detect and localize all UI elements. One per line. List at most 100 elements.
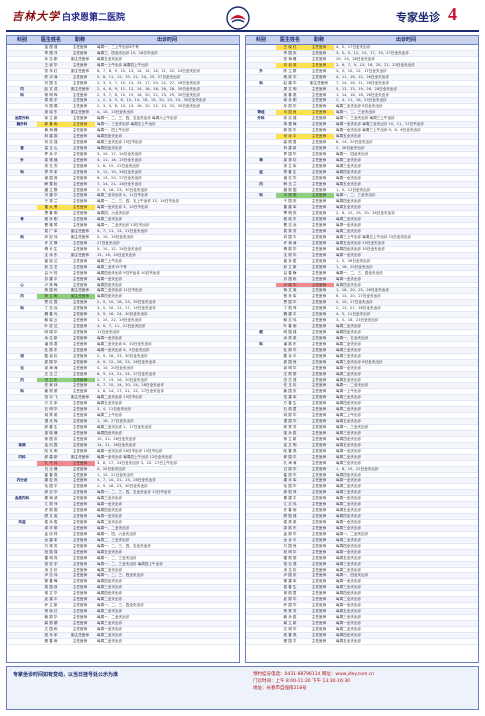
doctor-cell: 方 文 军	[44, 401, 58, 406]
doctor-cell: 秦 海 波	[44, 496, 58, 501]
doctor-cell: 石 丽 君	[283, 407, 297, 412]
doctor-cell: 钱 宏 宇	[44, 561, 58, 566]
title-cell: 主任医师	[311, 531, 327, 536]
department-cell	[7, 312, 37, 317]
department-cell	[246, 467, 276, 472]
table-row: 白 玉 峰 主任医师 4、20日全天出诊	[7, 466, 239, 473]
doctor-cell: 王 晓 红	[276, 45, 304, 50]
schedule-cell: 每周四全天出诊 30日全天出诊	[336, 246, 385, 251]
doctor-cell: 彭 玉 芝	[44, 264, 58, 269]
department-cell	[7, 81, 37, 86]
table-row: 赖 永 胜 主任医师 每周三全天出诊	[246, 615, 478, 621]
title-cell: 主任医师	[72, 187, 88, 192]
doctor-cell: 徐 立 新	[44, 116, 58, 121]
title-cell: 主任医师	[72, 98, 88, 103]
table-row: 林 建 国 主任医师 每周四全天出诊	[7, 134, 239, 140]
table-row: 钱 宏 宇 主任医师 每周一、二、三全天出诊 每周四上午出诊	[7, 561, 239, 568]
schedule-cell: 2、6、12、19、20、26日全天出诊	[336, 211, 395, 216]
doctor-cell: 乔 国 华	[283, 603, 297, 608]
doctor-cell: 邹 晓 峰	[44, 430, 58, 435]
title-cell: 主任医师	[72, 407, 88, 412]
department-cell	[246, 217, 276, 222]
table-row: 罗 国 华 主任医师 每周一、四全天出诊	[246, 152, 478, 158]
table-row: 魏 建 平 主任医师 4、5、11日全天出诊	[246, 312, 478, 319]
title-cell: 主任医师	[72, 359, 88, 364]
header-department: 科别	[16, 37, 27, 43]
title-cell: 主任医师	[304, 134, 334, 139]
title-cell: 主任医师	[311, 365, 327, 370]
department-cell	[7, 69, 37, 74]
footer-phone: 预约挂号电话：0431-88796114 网址：www.jdey.com.cn	[253, 672, 375, 677]
department-cell	[7, 288, 37, 293]
doctor-cell: 江 丽 萍	[44, 502, 58, 507]
schedule-cell: 每周二全天出诊	[97, 609, 123, 614]
title-cell: 主任医师	[72, 312, 88, 317]
title-cell: 主任医师	[72, 282, 88, 287]
schedule-cell: 每周五全天出诊	[336, 555, 362, 560]
department-cell	[7, 467, 37, 472]
schedule-cell: 每周一、二、三全天出诊 每周四上午出诊	[97, 561, 163, 566]
title-cell: 主任医师	[311, 413, 327, 418]
table-row: 文 国 栋 主任医师 每周一全天出诊	[7, 627, 239, 633]
title-cell: 主任医师	[72, 193, 88, 198]
department-cell	[7, 437, 37, 442]
table-row: 张 海 峰 主任医师 20、24、26日全天出诊	[246, 57, 478, 63]
table-row: 夏 国 良 主任医师 每周三全天出诊 8日全天出诊	[246, 359, 478, 366]
schedule-cell: 每周五全天出诊	[336, 609, 362, 614]
title-cell: 主任医师	[311, 347, 327, 352]
title-cell: 主任医师	[72, 116, 88, 121]
table-row: 苏 国 栋 主任医师 每周一全天出诊	[246, 276, 478, 283]
doctor-cell: 冯 建 华	[44, 193, 58, 198]
schedule-cell: 10、22、26日全天出诊	[97, 436, 136, 441]
department-cell: 经	[259, 169, 263, 174]
doctor-cell: 秦 建 平	[283, 496, 297, 501]
schedule-cell: 每周三全天出诊 8日全天出诊	[336, 359, 383, 364]
table-row: 周 文 明 主任医师 5、12、13、19、26、28日全天出诊	[246, 86, 478, 93]
table-row: 吕 兴 旺 主任医师 每周四全天出诊 9日不出诊 10日不出诊	[7, 271, 239, 277]
table-row: 崔 丽 华 主任医师 每周四全天出诊	[246, 473, 478, 479]
table-row: 顾 文 英 主任医师 每周一全天出诊	[7, 514, 239, 520]
department-cell	[7, 152, 37, 157]
department-cell	[246, 550, 276, 555]
department-cell	[7, 277, 37, 282]
department-cell	[7, 407, 37, 412]
department-cell	[246, 407, 276, 412]
title-cell: 主任医师	[72, 555, 88, 560]
title-cell: 主任医师	[311, 442, 327, 447]
schedule-cell: 2、13、27、28日全天出诊	[336, 306, 381, 311]
doctor-cell: 马 丽 娟	[44, 104, 58, 109]
department-cell	[246, 401, 276, 406]
table-row: 庞 永 军 副主任医师 每周二全天出诊	[7, 632, 239, 639]
table-row: 袁 秀 芳 主任医师 每周二全天出诊	[246, 229, 478, 235]
department-cell	[7, 330, 37, 335]
department-cell	[7, 383, 37, 388]
doctor-cell: 邵 华 丽	[44, 525, 58, 530]
department-cell: 普	[20, 145, 24, 150]
table-row: 徐 永 刚 主任医师 2、4、11、16、23日全天出诊	[246, 98, 478, 105]
title-cell: 主任医师	[311, 223, 327, 228]
doctor-cell: 阎 国 强	[283, 330, 297, 334]
title-cell: 主任医师	[72, 80, 88, 85]
title-cell: 主任医师	[72, 579, 88, 584]
title-cell: 主任医师	[72, 246, 88, 251]
schedule-cell: 1、8、15、22日全天出诊	[97, 163, 140, 168]
department-cell	[7, 639, 37, 644]
schedule-cell: 2、7、13、16、20日全天出诊	[97, 377, 148, 382]
doctor-cell: 傅 振 华	[283, 246, 297, 251]
table-row: 段 国 强 主任医师 每周五全天出诊	[7, 549, 239, 556]
department-cell	[7, 199, 37, 204]
department-cell	[7, 104, 37, 109]
title-cell: 主任医师	[311, 235, 327, 239]
doctor-cell: 阎 瑞 华	[44, 330, 58, 334]
doctor-cell: 石 明 华	[44, 407, 58, 412]
department-cell	[246, 609, 276, 614]
table-row: 贾 红 霞 主任医师 2、9、10、16、23、30日全天出诊	[7, 300, 239, 307]
doctor-cell: 范 宇 飞	[44, 395, 58, 400]
department-cell	[246, 188, 276, 193]
department-cell: 科	[259, 193, 263, 198]
doctor-cell: 陈 洪 涛	[44, 74, 58, 79]
department-cell	[246, 318, 276, 323]
table-row: 黄 海 峰 主任医师 每周一、四上午出诊	[7, 128, 239, 135]
table-row: 孔 海 涛 主任医师 每周三全天出诊	[246, 461, 478, 467]
title-cell: 主任医师	[311, 561, 327, 566]
